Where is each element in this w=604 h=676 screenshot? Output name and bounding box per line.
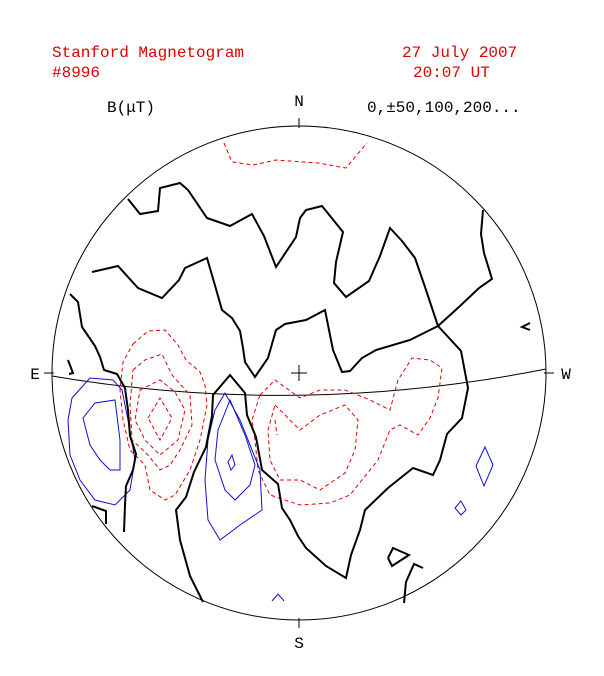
negative-contours [67, 377, 494, 602]
north: N [294, 93, 304, 111]
east: E [30, 366, 40, 384]
time: 20:07 UT [413, 64, 490, 82]
disk-ticks [44, 118, 554, 628]
equator [51, 368, 547, 396]
title: Stanford Magnetogram [52, 44, 244, 62]
levels-label: 0,±50,100,200... [367, 99, 521, 117]
id: #8996 [52, 64, 100, 82]
west: W [561, 366, 571, 384]
unit-label: B(μT) [107, 99, 155, 117]
south: S [294, 635, 304, 653]
date: 27 July 2007 [402, 44, 517, 62]
neutral-lines [67, 181, 531, 604]
